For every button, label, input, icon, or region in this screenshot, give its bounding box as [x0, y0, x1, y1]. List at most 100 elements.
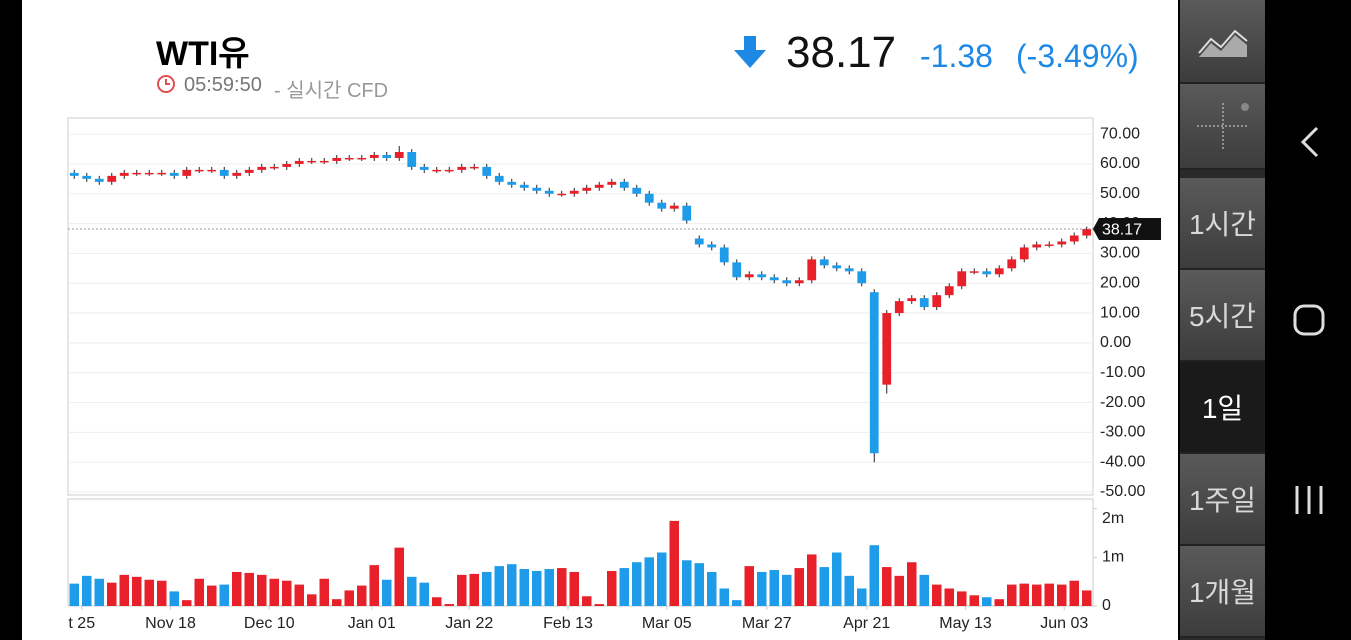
volume-tick-label: 0	[1102, 597, 1111, 614]
volume-tick-label: 1m	[1102, 549, 1124, 566]
volume-bar	[507, 564, 517, 606]
candle-body	[357, 157, 367, 160]
candle-body	[644, 193, 654, 203]
candle-body	[769, 277, 779, 281]
volume-bar	[494, 566, 504, 606]
volume-bar	[157, 580, 167, 606]
candle-body	[857, 271, 867, 284]
candle-body	[469, 166, 479, 169]
change-pct: (-3.49%)	[1016, 38, 1139, 74]
volume-bar	[1044, 583, 1054, 606]
volume-bar	[819, 567, 829, 606]
volume-bar	[869, 545, 879, 606]
y-tick-label: -20.00	[1100, 394, 1145, 411]
candle-body	[732, 262, 742, 278]
x-tick-label: Nov 18	[145, 615, 196, 632]
volume-bar	[457, 574, 467, 606]
candle-body	[344, 157, 354, 160]
volume-bar	[419, 582, 429, 606]
y-tick-label: 60.00	[1100, 155, 1140, 172]
candle-body	[707, 244, 717, 248]
candle-body	[807, 259, 817, 281]
volume-bar	[94, 578, 104, 606]
volume-bar	[482, 571, 492, 606]
volume-bar	[432, 597, 442, 606]
volume-bar	[644, 557, 654, 606]
volume-bar	[519, 569, 529, 606]
volume-bar	[282, 580, 292, 606]
candle-body	[307, 160, 317, 163]
volume-frame	[67, 498, 1094, 607]
volume-bar	[219, 584, 229, 606]
candle-body	[394, 152, 404, 158]
clock-icon	[157, 75, 175, 93]
volume-bar	[907, 562, 917, 606]
interval-button[interactable]: 1개월	[1180, 546, 1265, 638]
volume-bar	[669, 520, 679, 606]
interval-button[interactable]: 5시간	[1180, 270, 1265, 362]
volume-bar	[969, 595, 979, 606]
y-tick-label: 0.00	[1100, 334, 1131, 351]
volume-bar	[732, 600, 742, 606]
volume-bar	[769, 570, 779, 606]
candle-body	[632, 187, 642, 194]
volume-bar	[69, 583, 79, 606]
candle-body	[182, 169, 192, 176]
candle-body	[1032, 244, 1042, 248]
candle-body	[332, 157, 342, 161]
chart: 70.0060.0050.0040.0030.0020.0010.000.00-…	[67, 117, 1161, 632]
y-tick-label: 20.00	[1100, 274, 1140, 291]
candle-body	[982, 271, 992, 275]
candle-body	[969, 271, 979, 273]
chart-type-button[interactable]	[1180, 0, 1265, 84]
back-button[interactable]	[1300, 126, 1319, 158]
volume-bar	[269, 578, 279, 606]
volume-bar	[932, 584, 942, 606]
candle-body	[1082, 229, 1092, 236]
candle-body	[594, 184, 604, 188]
price: 38.17	[786, 28, 897, 77]
volume-bar	[982, 597, 992, 606]
candle-body	[619, 181, 629, 188]
candle-body	[794, 280, 804, 284]
x-tick-label: Apr 21	[843, 615, 890, 632]
volume-bar	[132, 576, 142, 606]
candle-body	[382, 154, 392, 158]
recents-button[interactable]	[1295, 486, 1323, 514]
x-tick-label: Mar 27	[742, 615, 792, 632]
volume-bar	[232, 571, 242, 606]
interval-button[interactable]: 1시간	[1180, 178, 1265, 270]
candle-body	[869, 292, 879, 454]
interval-button[interactable]: 1주일	[1180, 454, 1265, 546]
candle-body	[532, 187, 542, 191]
volume-bar	[144, 579, 154, 606]
x-tick-label: Feb 13	[543, 615, 593, 632]
y-tick-label: -50.00	[1100, 483, 1145, 500]
change: -1.38	[920, 38, 993, 74]
time: 05:59:50	[184, 74, 262, 96]
volume-bar	[469, 573, 479, 606]
candle-body	[94, 178, 104, 182]
crosshair-icon	[1196, 103, 1249, 149]
volume-bar	[169, 591, 179, 606]
plot-frame	[67, 117, 1094, 496]
candle-body	[607, 181, 617, 185]
volume-bar	[357, 585, 367, 606]
volume-bar	[407, 576, 417, 606]
interval-button[interactable]: 1일	[1180, 362, 1265, 454]
candle-body	[444, 169, 454, 172]
y-tick-label: -10.00	[1100, 364, 1145, 381]
volume-bar	[844, 575, 854, 606]
candle-body	[107, 175, 117, 182]
candle-body	[507, 181, 517, 185]
y-tick-label: 70.00	[1100, 125, 1140, 142]
crosshair-button[interactable]	[1180, 84, 1265, 170]
candle-body	[269, 166, 279, 169]
candle-body	[157, 172, 167, 175]
volume-bar	[557, 568, 567, 606]
candle-body	[819, 259, 829, 266]
last-price-label: 38.17	[1102, 221, 1142, 238]
volume-bar	[344, 590, 354, 606]
home-button[interactable]	[1293, 304, 1325, 336]
x-tick-label: Jan 22	[445, 615, 493, 632]
